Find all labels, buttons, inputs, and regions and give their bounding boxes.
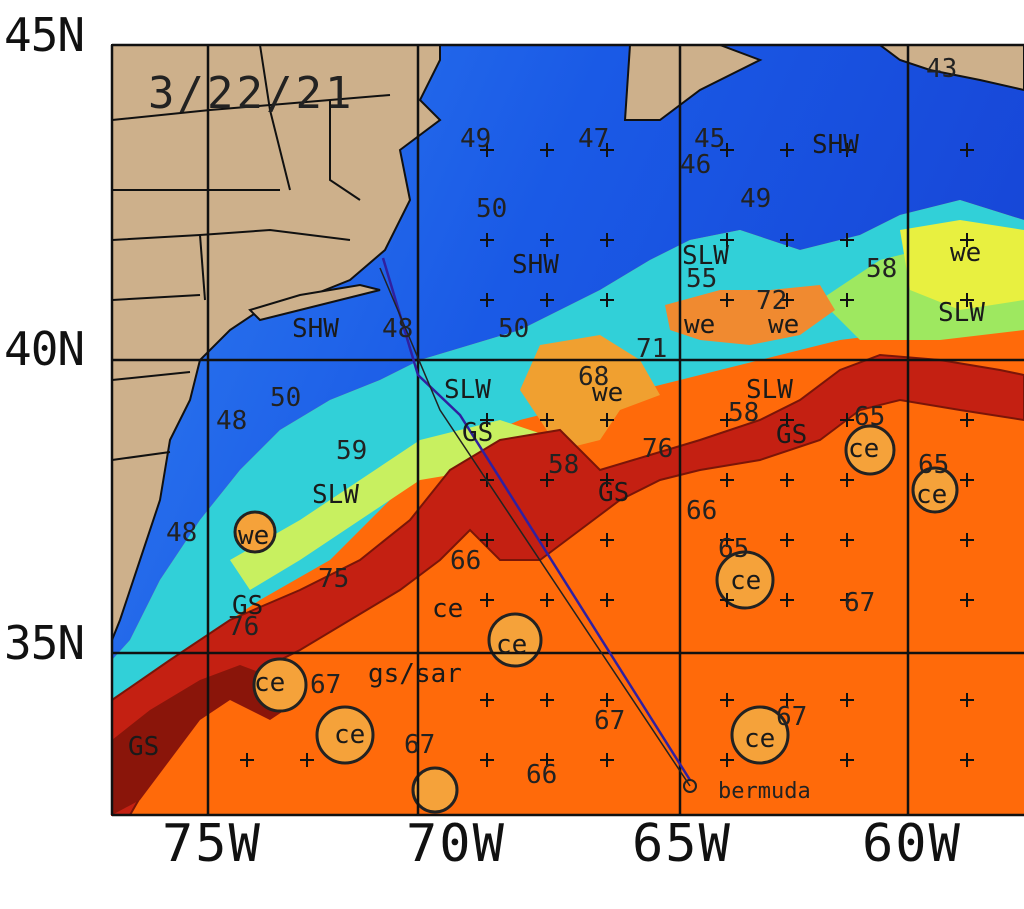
temp-label: 71: [636, 334, 668, 364]
eddy-label: we: [592, 378, 624, 408]
eddy-label: ce: [496, 630, 528, 660]
bermuda-marker: [683, 779, 697, 793]
eddy-label: ce: [848, 434, 880, 464]
eddy-label: ce: [334, 720, 366, 750]
state-borders: [111, 44, 391, 461]
eddy-label: ce: [254, 668, 286, 698]
eddy-label: ce: [916, 480, 948, 510]
lat-label-45n: 45N: [4, 8, 85, 62]
eddy-label: we: [768, 310, 800, 340]
lat-label-35n: 35N: [4, 616, 85, 670]
temp-label: 46: [680, 150, 712, 180]
temp-label: 76: [642, 434, 674, 464]
warm-intrusion-center: [520, 335, 660, 450]
temp-label: 75: [318, 564, 350, 594]
temp-label: 76: [228, 612, 260, 642]
temp-label: 66: [526, 760, 558, 790]
temp-label: 67: [404, 730, 436, 760]
eddy-label: we: [238, 521, 270, 551]
ship-track-black: [379, 267, 691, 787]
temp-label: 67: [310, 670, 342, 700]
temp-label: 48: [166, 518, 198, 548]
temp-label: 50: [498, 314, 530, 344]
temp-label: 45: [694, 124, 726, 154]
temp-label: 49: [740, 184, 772, 214]
water-mass-label: SHW: [812, 130, 859, 160]
temp-label: 58: [548, 450, 580, 480]
eddy-label: ce: [730, 566, 762, 596]
temp-label: 47: [578, 124, 610, 154]
tick-crosses: [240, 143, 974, 767]
bermuda-label: bermuda: [718, 779, 811, 804]
long-island: [248, 283, 381, 322]
lon-label-70w: 70W: [406, 814, 506, 874]
eddy-label: we: [950, 238, 982, 268]
lat-label-40n: 40N: [4, 322, 85, 376]
temp-label: 68: [578, 362, 610, 392]
slope-water-yellow-ne: [900, 220, 1024, 310]
temp-label: 65: [918, 450, 950, 480]
lon-label-65w: 65W: [632, 814, 732, 874]
eddy-label: we: [684, 310, 716, 340]
lon-label-75w: 75W: [162, 814, 262, 874]
temp-label: 49: [460, 124, 492, 154]
temp-label: 67: [776, 702, 808, 732]
gulf-stream: [111, 353, 1024, 816]
water-mass-label: GS: [598, 478, 630, 508]
temp-label: 50: [270, 383, 302, 413]
water-mass-label: SLW: [312, 480, 359, 510]
temp-label: 50: [476, 194, 508, 224]
temp-label: 66: [686, 496, 718, 526]
water-mass-label: SHW: [292, 314, 339, 344]
ne-land: [877, 44, 1024, 92]
water-mass-label: GS: [232, 591, 264, 621]
water-mass-label: SLW: [938, 298, 985, 328]
gulf-stream-core: [112, 665, 300, 815]
temp-label: 67: [844, 588, 876, 618]
eddy-label: ce: [432, 594, 464, 624]
temp-label: 55: [686, 264, 718, 294]
map-date: 3/22/21: [148, 68, 355, 119]
water-mass-label: SLW: [746, 375, 793, 405]
temp-label: 43: [926, 54, 958, 84]
water-mass-label: GS: [776, 420, 808, 450]
water-mass-label: GS: [128, 732, 160, 762]
water-mass-label: SLW: [444, 375, 491, 405]
lon-label-60w: 60W: [862, 814, 962, 874]
temp-label: 65: [854, 402, 886, 432]
water-mass-label: GS: [462, 418, 494, 448]
water-mass-label: gs/sar: [368, 659, 462, 689]
temp-label: 58: [728, 398, 760, 428]
temp-label: 48: [216, 406, 248, 436]
water-mass-label: SLW: [682, 241, 729, 271]
temp-label: 66: [450, 546, 482, 576]
temp-label: 48: [382, 314, 414, 344]
temp-label: 72: [756, 286, 788, 316]
water-mass-label: SHW: [512, 250, 559, 280]
temp-label: 67: [594, 706, 626, 736]
temp-label: 58: [866, 254, 898, 284]
temp-label: 59: [336, 436, 368, 466]
eddy-label: ce: [744, 724, 776, 754]
grid-lines: [110, 43, 1024, 817]
temp-label: 65: [718, 534, 750, 564]
